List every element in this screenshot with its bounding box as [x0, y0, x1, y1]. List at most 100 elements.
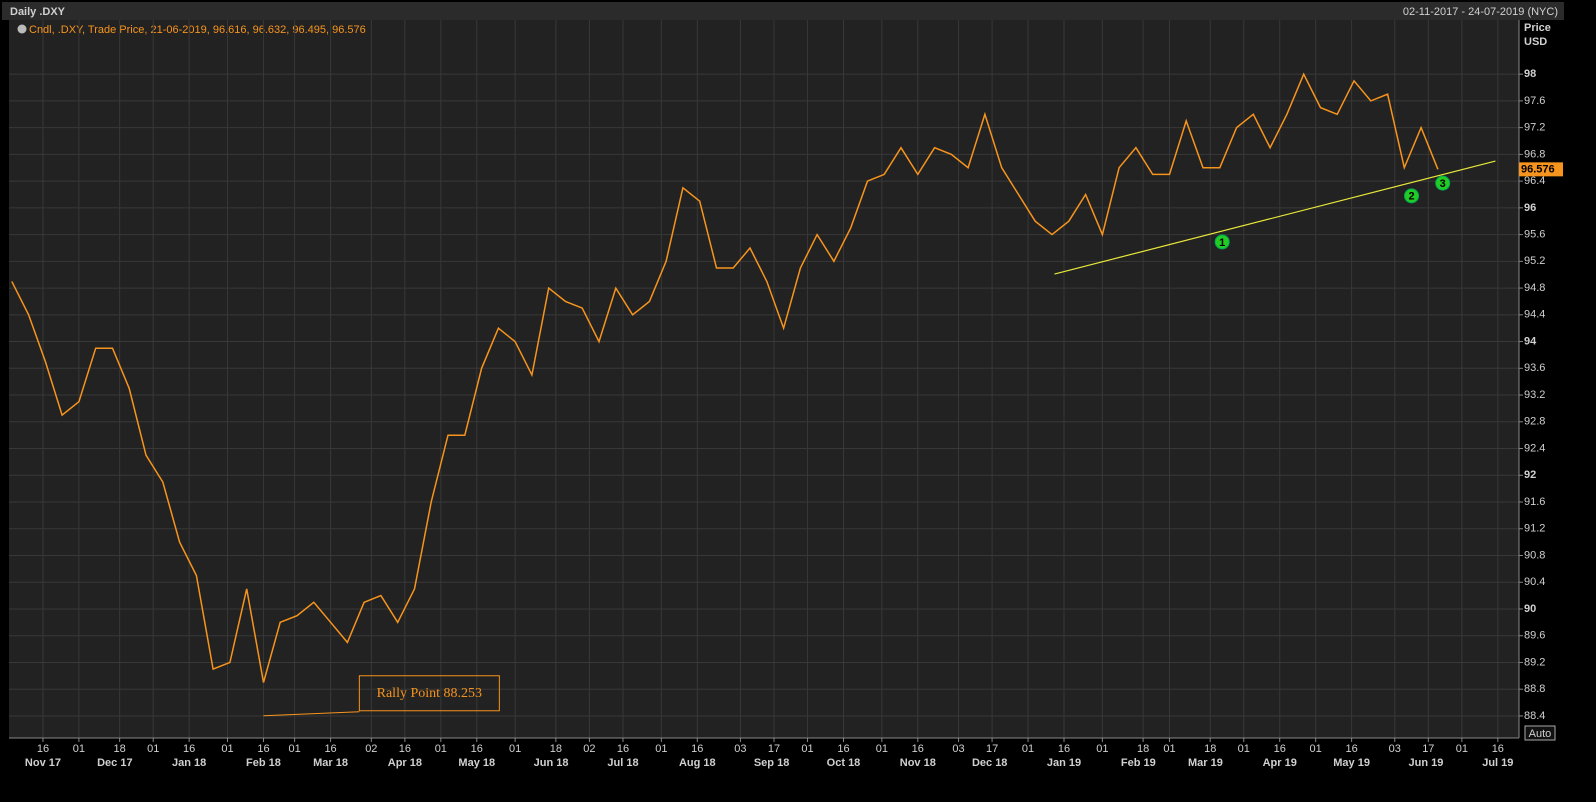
x-tick-label: 18: [1204, 743, 1216, 755]
x-tick-label: 16: [324, 743, 336, 755]
x-tick-label: 01: [221, 743, 233, 755]
y-tick-label: 90.4: [1524, 576, 1545, 588]
month-label: Jun 18: [534, 757, 569, 769]
y-tick-label: 95.2: [1524, 255, 1545, 267]
x-tick-label: 01: [1022, 743, 1034, 755]
last-price-label: 96.576: [1521, 163, 1555, 175]
y-tick-label: 88.8: [1524, 683, 1545, 695]
x-tick-label: 01: [801, 743, 813, 755]
x-tick-label: 01: [1310, 743, 1322, 755]
y-tick-label: 91.6: [1524, 496, 1545, 508]
x-tick-label: 01: [1163, 743, 1175, 755]
month-label: May 19: [1333, 757, 1370, 769]
month-label: Jan 19: [1047, 757, 1081, 769]
x-tick-label: 16: [1058, 743, 1070, 755]
y-tick-label: 89.6: [1524, 630, 1545, 642]
x-tick-label: 16: [617, 743, 629, 755]
month-label: Dec 17: [97, 757, 132, 769]
y-axis-label: Price: [1524, 22, 1551, 34]
marker-label: 3: [1440, 178, 1446, 190]
y-tick-label: 95.6: [1524, 229, 1545, 241]
x-tick-label: 03: [1389, 743, 1401, 755]
annotation-leader: [263, 711, 360, 717]
x-tick-label: 16: [257, 743, 269, 755]
month-label: Jun 19: [1408, 757, 1443, 769]
y-tick-label: 96: [1524, 202, 1536, 214]
legend-icon[interactable]: [17, 24, 27, 34]
y-tick-label: 92.4: [1524, 442, 1545, 454]
x-tick-label: 16: [691, 743, 703, 755]
y-tick-label: 91.2: [1524, 523, 1545, 535]
x-tick-label: 02: [583, 743, 595, 755]
month-label: Nov 18: [900, 757, 936, 769]
y-tick-label: 90: [1524, 603, 1536, 615]
x-tick-label: 18: [550, 743, 562, 755]
month-label: Feb 18: [246, 757, 281, 769]
x-tick-label: 16: [183, 743, 195, 755]
month-label: Apr 19: [1263, 757, 1297, 769]
y-axis-unit: USD: [1524, 36, 1547, 48]
annotation-text: Rally Point 88.253: [377, 686, 482, 701]
auto-button-label[interactable]: Auto: [1529, 728, 1552, 740]
y-tick-label: 96.4: [1524, 175, 1545, 187]
x-tick-label: 16: [912, 743, 924, 755]
x-tick-label: 16: [1345, 743, 1357, 755]
y-tick-label: 88.4: [1524, 710, 1545, 722]
marker-label: 2: [1408, 191, 1414, 203]
price-line: [11, 72, 1439, 683]
month-label: Nov 17: [25, 757, 61, 769]
marker: [1404, 188, 1420, 204]
x-tick-label: 01: [509, 743, 521, 755]
month-label: Jan 18: [172, 757, 206, 769]
x-tick-label: 01: [435, 743, 447, 755]
month-label: Mar 18: [313, 757, 348, 769]
month-label: Apr 18: [388, 757, 422, 769]
auto-button[interactable]: [1524, 725, 1556, 741]
header-bar: [2, 2, 1564, 20]
x-tick-label: 17: [768, 743, 780, 755]
month-label: Dec 18: [972, 757, 1007, 769]
chart-title: Daily .DXY: [10, 6, 66, 18]
y-tick-label: 94.8: [1524, 282, 1545, 294]
marker: [1214, 234, 1230, 250]
y-tick-label: 92.8: [1524, 416, 1545, 428]
x-tick-label: 17: [986, 743, 998, 755]
marker: [1435, 175, 1451, 191]
x-tick-label: 03: [952, 743, 964, 755]
x-tick-label: 02: [365, 743, 377, 755]
month-label: Sep 18: [754, 757, 789, 769]
y-tick-label: 94.4: [1524, 309, 1545, 321]
date-range: 02-11-2017 - 24-07-2019 (NYC): [1403, 6, 1558, 18]
y-tick-label: 93.6: [1524, 362, 1545, 374]
month-label: Feb 19: [1121, 757, 1156, 769]
x-tick-label: 03: [734, 743, 746, 755]
y-tick-label: 98: [1524, 68, 1536, 80]
x-tick-label: 01: [1238, 743, 1250, 755]
x-tick-label: 01: [147, 743, 159, 755]
y-tick-label: 97.2: [1524, 122, 1545, 134]
y-tick-label: 93.2: [1524, 389, 1545, 401]
y-tick-label: 89.2: [1524, 656, 1545, 668]
month-label: Aug 18: [679, 757, 716, 769]
trendline: [1054, 160, 1496, 275]
month-label: Oct 18: [827, 757, 861, 769]
annotation-box: [358, 675, 500, 712]
y-tick-label: 94: [1524, 335, 1537, 347]
y-tick-label: 97.6: [1524, 95, 1545, 107]
x-tick-label: 18: [1137, 743, 1149, 755]
x-tick-label: 01: [288, 743, 300, 755]
x-tick-label: 16: [471, 743, 483, 755]
x-tick-label: 01: [73, 743, 85, 755]
legend-text: Cndl, .DXY, Trade Price, 21-06-2019, 96.…: [29, 24, 366, 36]
month-label: Jul 19: [1482, 757, 1513, 769]
plot-area: [9, 20, 1519, 738]
x-tick-label: 01: [876, 743, 888, 755]
last-price-box: [1519, 162, 1563, 177]
x-tick-label: 16: [1492, 743, 1504, 755]
x-tick-label: 16: [37, 743, 49, 755]
y-tick-label: 90.8: [1524, 549, 1545, 561]
month-label: Jul 18: [607, 757, 638, 769]
marker-label: 1: [1219, 237, 1225, 249]
